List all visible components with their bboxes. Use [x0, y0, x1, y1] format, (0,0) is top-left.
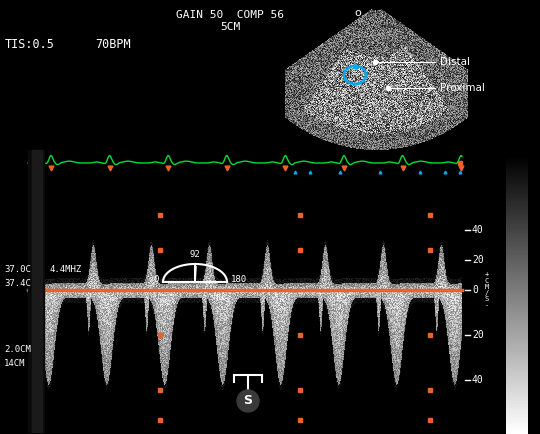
Circle shape [237, 390, 259, 412]
Text: o: o [355, 8, 361, 18]
Text: 70BPM: 70BPM [95, 38, 131, 51]
Text: 5CM: 5CM [220, 22, 240, 32]
Text: 92: 92 [190, 250, 200, 259]
Text: 4.4MHZ: 4.4MHZ [50, 266, 82, 274]
Text: 14CM: 14CM [4, 358, 25, 368]
Text: 20: 20 [472, 330, 484, 340]
Text: TIS:0.5: TIS:0.5 [5, 38, 55, 51]
Text: 0: 0 [153, 274, 159, 283]
Text: 40: 40 [472, 375, 484, 385]
Text: S: S [244, 395, 253, 408]
Text: Proximal: Proximal [440, 83, 485, 93]
Text: 37.4C: 37.4C [4, 279, 31, 287]
Text: 40: 40 [472, 225, 484, 235]
Text: +
C
M
/
S
-: + C M / S - [485, 271, 489, 309]
Text: 180: 180 [231, 274, 247, 283]
Text: 37.0C: 37.0C [4, 266, 31, 274]
Text: Distal: Distal [440, 57, 470, 67]
Text: 0: 0 [472, 285, 478, 295]
Text: 2.0CM: 2.0CM [4, 345, 31, 355]
Text: GAIN 50  COMP 56: GAIN 50 COMP 56 [176, 10, 284, 20]
Text: 20: 20 [472, 255, 484, 265]
